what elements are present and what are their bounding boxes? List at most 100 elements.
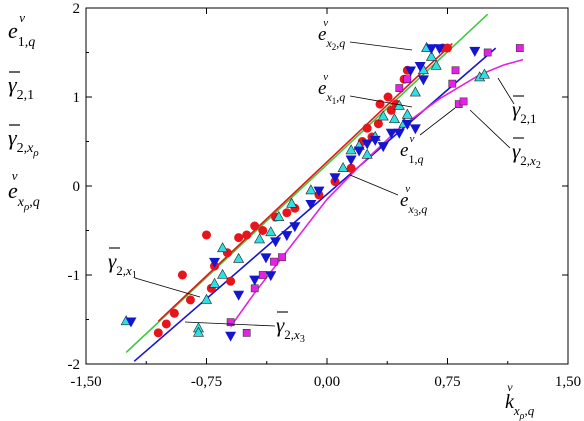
point-series-2 bbox=[469, 46, 481, 57]
point-series-2 bbox=[281, 231, 293, 242]
x-tick-label: 0,00 bbox=[314, 374, 340, 390]
y-tick-label: -1 bbox=[68, 268, 81, 284]
point-series-1 bbox=[209, 277, 221, 288]
y-tick-label: -2 bbox=[68, 357, 81, 373]
point-series-3 bbox=[403, 75, 412, 84]
point-series-2 bbox=[345, 155, 357, 166]
point-series-3 bbox=[278, 253, 286, 262]
point-series-2 bbox=[369, 135, 381, 146]
point-series-1 bbox=[200, 293, 213, 304]
point-series-0 bbox=[386, 105, 396, 115]
point-series-2 bbox=[377, 142, 389, 153]
point-series-1 bbox=[254, 233, 266, 244]
point-series-3 bbox=[483, 48, 492, 57]
point-series-1 bbox=[388, 113, 400, 124]
point-series-2 bbox=[209, 257, 221, 268]
legend-entry-e1q: e1,qv bbox=[8, 10, 35, 50]
annotation-gamma2x3: γ2,x3 bbox=[276, 313, 305, 345]
point-series-3 bbox=[395, 84, 404, 92]
point-series-2 bbox=[361, 139, 373, 150]
point-series-1 bbox=[430, 59, 442, 70]
fit-line-3 bbox=[229, 58, 524, 328]
point-series-1 bbox=[217, 268, 229, 279]
leader-ex2q bbox=[349, 41, 413, 51]
point-series-2 bbox=[385, 128, 397, 139]
point-series-2 bbox=[125, 317, 137, 328]
y-tick-label: 1 bbox=[73, 90, 81, 106]
leader-gamma21 bbox=[497, 77, 515, 105]
axis-ticks bbox=[85, 7, 569, 365]
point-series-2 bbox=[329, 173, 341, 184]
point-series-3 bbox=[448, 79, 457, 88]
plot-frame bbox=[85, 7, 569, 365]
point-series-1 bbox=[377, 110, 389, 121]
point-series-2 bbox=[433, 44, 445, 55]
point-series-3 bbox=[258, 271, 267, 279]
point-series-0 bbox=[185, 295, 195, 305]
fit-lines bbox=[125, 13, 524, 362]
fit-line-1 bbox=[133, 47, 497, 362]
point-series-0 bbox=[177, 270, 187, 280]
point-series-3 bbox=[242, 329, 251, 337]
annotation-e1q: e1,qv bbox=[400, 133, 423, 166]
point-series-1 bbox=[217, 242, 229, 253]
point-series-0 bbox=[442, 43, 452, 53]
point-series-0 bbox=[169, 308, 179, 318]
legend: e1,qv γ2,1 γ2,xρ exρ,qv bbox=[8, 10, 40, 213]
point-series-2 bbox=[225, 331, 237, 342]
point-series-0 bbox=[226, 276, 236, 286]
point-series-2 bbox=[270, 237, 282, 248]
point-series-1 bbox=[192, 326, 204, 337]
point-series-0 bbox=[282, 208, 292, 218]
point-series-2 bbox=[305, 200, 317, 210]
annotation-gamma21: γ2,1 bbox=[512, 97, 537, 126]
point-series-1 bbox=[409, 86, 421, 97]
point-series-3 bbox=[250, 284, 259, 293]
point-series-0 bbox=[202, 230, 212, 240]
leader-gamma2x1 bbox=[134, 277, 201, 298]
leader-gamma2x3 bbox=[184, 321, 276, 327]
point-series-3 bbox=[270, 257, 278, 266]
point-series-2 bbox=[289, 222, 301, 233]
fit-line-0 bbox=[125, 13, 489, 353]
legend-entry-gamma21: γ2,1 bbox=[8, 72, 34, 103]
point-series-3 bbox=[451, 66, 460, 75]
point-series-2 bbox=[233, 290, 245, 301]
x-tick-label: 0,75 bbox=[434, 374, 460, 390]
point-series-0 bbox=[362, 123, 372, 133]
point-series-3 bbox=[226, 318, 235, 327]
point-series-1 bbox=[233, 252, 245, 263]
point-series-0 bbox=[234, 233, 244, 243]
y-tick-label: 0 bbox=[73, 179, 81, 195]
point-series-2 bbox=[249, 275, 261, 286]
tick-labels: -1,50 -0,75 0,00 0,75 1,50 -2 -1 0 1 2 bbox=[68, 1, 582, 390]
point-series-0 bbox=[153, 328, 163, 338]
annotation-gamma2x1: γ2,x1 bbox=[108, 249, 137, 281]
point-series-1 bbox=[265, 226, 277, 237]
point-series-2 bbox=[409, 124, 421, 135]
point-series-0 bbox=[161, 319, 171, 329]
point-series-1 bbox=[425, 50, 437, 61]
leader-gamma2x2 bbox=[469, 109, 511, 149]
annotation-ex1q: ex1,qv bbox=[318, 71, 345, 106]
point-series-1 bbox=[478, 68, 490, 79]
point-series-0 bbox=[242, 230, 252, 240]
annotation-ex2q: ex2,qv bbox=[318, 17, 345, 52]
leader-e1q bbox=[419, 107, 456, 136]
leader-ex1q bbox=[349, 95, 413, 108]
point-series-0 bbox=[383, 92, 393, 102]
point-series-2 bbox=[425, 44, 437, 55]
legend-entry-gamma2xrho: γ2,xρ bbox=[8, 125, 39, 159]
point-series-1 bbox=[286, 197, 298, 208]
point-series-1 bbox=[305, 184, 317, 195]
data-points bbox=[120, 41, 524, 342]
point-series-2 bbox=[405, 66, 417, 77]
x-tick-label: 1,50 bbox=[555, 374, 581, 390]
point-series-2 bbox=[265, 271, 277, 282]
point-series-0 bbox=[373, 119, 383, 129]
point-series-2 bbox=[353, 146, 365, 157]
point-series-1 bbox=[401, 108, 413, 119]
point-series-1 bbox=[345, 144, 357, 155]
x-tick-label: -0,75 bbox=[191, 374, 222, 390]
